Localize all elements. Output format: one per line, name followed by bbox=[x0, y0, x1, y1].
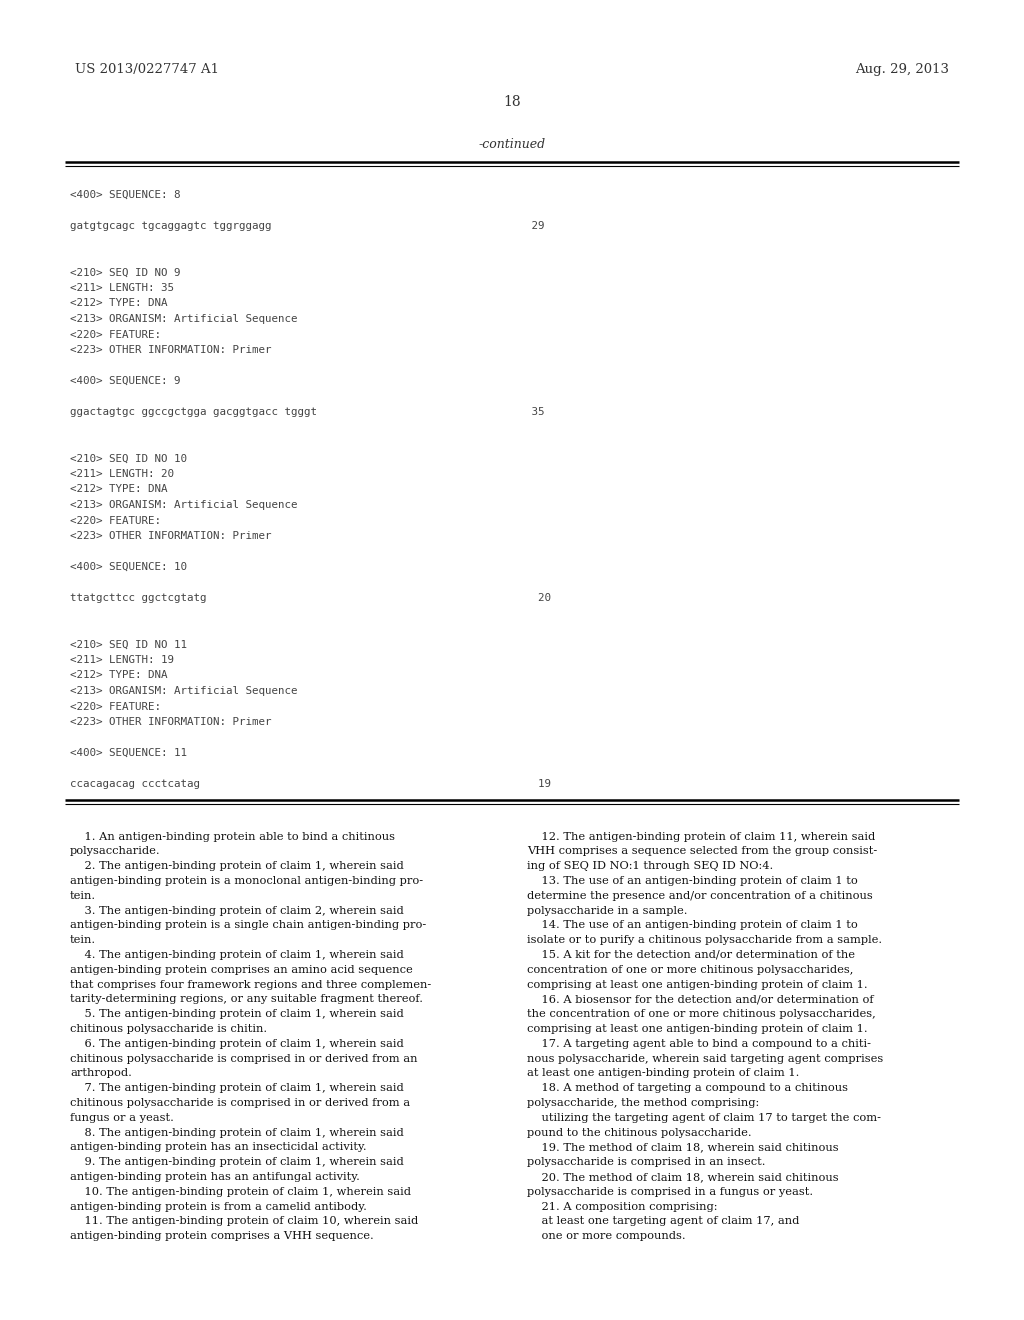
Text: 14. The use of an antigen-binding protein of claim 1 to: 14. The use of an antigen-binding protei… bbox=[527, 920, 858, 931]
Text: 13. The use of an antigen-binding protein of claim 1 to: 13. The use of an antigen-binding protei… bbox=[527, 876, 858, 886]
Text: tarity-determining regions, or any suitable fragment thereof.: tarity-determining regions, or any suita… bbox=[70, 994, 423, 1005]
Text: 10. The antigen-binding protein of claim 1, wherein said: 10. The antigen-binding protein of claim… bbox=[70, 1187, 411, 1197]
Text: 11. The antigen-binding protein of claim 10, wherein said: 11. The antigen-binding protein of claim… bbox=[70, 1216, 418, 1226]
Text: isolate or to purify a chitinous polysaccharide from a sample.: isolate or to purify a chitinous polysac… bbox=[527, 935, 882, 945]
Text: ing of SEQ ID NO:1 through SEQ ID NO:4.: ing of SEQ ID NO:1 through SEQ ID NO:4. bbox=[527, 861, 773, 871]
Text: utilizing the targeting agent of claim 17 to target the com-: utilizing the targeting agent of claim 1… bbox=[527, 1113, 881, 1123]
Text: <213> ORGANISM: Artificial Sequence: <213> ORGANISM: Artificial Sequence bbox=[70, 500, 298, 510]
Text: antigen-binding protein comprises an amino acid sequence: antigen-binding protein comprises an ami… bbox=[70, 965, 413, 974]
Text: 20. The method of claim 18, wherein said chitinous: 20. The method of claim 18, wherein said… bbox=[527, 1172, 839, 1181]
Text: 7. The antigen-binding protein of claim 1, wherein said: 7. The antigen-binding protein of claim … bbox=[70, 1084, 403, 1093]
Text: 6. The antigen-binding protein of claim 1, wherein said: 6. The antigen-binding protein of claim … bbox=[70, 1039, 403, 1048]
Text: <223> OTHER INFORMATION: Primer: <223> OTHER INFORMATION: Primer bbox=[70, 345, 271, 355]
Text: fungus or a yeast.: fungus or a yeast. bbox=[70, 1113, 174, 1123]
Text: the concentration of one or more chitinous polysaccharides,: the concentration of one or more chitino… bbox=[527, 1008, 876, 1019]
Text: polysaccharide, the method comprising:: polysaccharide, the method comprising: bbox=[527, 1098, 759, 1107]
Text: 1. An antigen-binding protein able to bind a chitinous: 1. An antigen-binding protein able to bi… bbox=[70, 832, 395, 842]
Text: chitinous polysaccharide is comprised in or derived from a: chitinous polysaccharide is comprised in… bbox=[70, 1098, 411, 1107]
Text: polysaccharide.: polysaccharide. bbox=[70, 846, 161, 857]
Text: 17. A targeting agent able to bind a compound to a chiti-: 17. A targeting agent able to bind a com… bbox=[527, 1039, 871, 1048]
Text: chitinous polysaccharide is comprised in or derived from an: chitinous polysaccharide is comprised in… bbox=[70, 1053, 418, 1064]
Text: <400> SEQUENCE: 10: <400> SEQUENCE: 10 bbox=[70, 562, 187, 572]
Text: ttatgcttcc ggctcgtatg                                                   20: ttatgcttcc ggctcgtatg 20 bbox=[70, 593, 551, 603]
Text: <213> ORGANISM: Artificial Sequence: <213> ORGANISM: Artificial Sequence bbox=[70, 686, 298, 696]
Text: <211> LENGTH: 35: <211> LENGTH: 35 bbox=[70, 282, 174, 293]
Text: 3. The antigen-binding protein of claim 2, wherein said: 3. The antigen-binding protein of claim … bbox=[70, 906, 403, 916]
Text: 16. A biosensor for the detection and/or determination of: 16. A biosensor for the detection and/or… bbox=[527, 994, 873, 1005]
Text: <400> SEQUENCE: 8: <400> SEQUENCE: 8 bbox=[70, 190, 180, 201]
Text: <212> TYPE: DNA: <212> TYPE: DNA bbox=[70, 484, 168, 495]
Text: <210> SEQ ID NO 11: <210> SEQ ID NO 11 bbox=[70, 639, 187, 649]
Text: VHH comprises a sequence selected from the group consist-: VHH comprises a sequence selected from t… bbox=[527, 846, 878, 857]
Text: <210> SEQ ID NO 10: <210> SEQ ID NO 10 bbox=[70, 454, 187, 463]
Text: -continued: -continued bbox=[478, 137, 546, 150]
Text: antigen-binding protein is from a camelid antibody.: antigen-binding protein is from a cameli… bbox=[70, 1201, 367, 1212]
Text: polysaccharide is comprised in a fungus or yeast.: polysaccharide is comprised in a fungus … bbox=[527, 1187, 813, 1197]
Text: comprising at least one antigen-binding protein of claim 1.: comprising at least one antigen-binding … bbox=[527, 1024, 867, 1034]
Text: <220> FEATURE:: <220> FEATURE: bbox=[70, 330, 161, 339]
Text: antigen-binding protein is a single chain antigen-binding pro-: antigen-binding protein is a single chai… bbox=[70, 920, 426, 931]
Text: 4. The antigen-binding protein of claim 1, wherein said: 4. The antigen-binding protein of claim … bbox=[70, 950, 403, 960]
Text: 19. The method of claim 18, wherein said chitinous: 19. The method of claim 18, wherein said… bbox=[527, 1142, 839, 1152]
Text: gatgtgcagc tgcaggagtc tggrggagg                                        29: gatgtgcagc tgcaggagtc tggrggagg 29 bbox=[70, 220, 545, 231]
Text: <212> TYPE: DNA: <212> TYPE: DNA bbox=[70, 671, 168, 681]
Text: 18. A method of targeting a compound to a chitinous: 18. A method of targeting a compound to … bbox=[527, 1084, 848, 1093]
Text: <223> OTHER INFORMATION: Primer: <223> OTHER INFORMATION: Primer bbox=[70, 717, 271, 727]
Text: antigen-binding protein has an insecticidal activity.: antigen-binding protein has an insectici… bbox=[70, 1142, 367, 1152]
Text: antigen-binding protein is a monoclonal antigen-binding pro-: antigen-binding protein is a monoclonal … bbox=[70, 876, 423, 886]
Text: polysaccharide in a sample.: polysaccharide in a sample. bbox=[527, 906, 687, 916]
Text: US 2013/0227747 A1: US 2013/0227747 A1 bbox=[75, 63, 219, 77]
Text: antigen-binding protein has an antifungal activity.: antigen-binding protein has an antifunga… bbox=[70, 1172, 359, 1181]
Text: ggactagtgc ggccgctgga gacggtgacc tgggt                                 35: ggactagtgc ggccgctgga gacggtgacc tgggt 3… bbox=[70, 407, 545, 417]
Text: <400> SEQUENCE: 11: <400> SEQUENCE: 11 bbox=[70, 748, 187, 758]
Text: <210> SEQ ID NO 9: <210> SEQ ID NO 9 bbox=[70, 268, 180, 277]
Text: <400> SEQUENCE: 9: <400> SEQUENCE: 9 bbox=[70, 376, 180, 385]
Text: <212> TYPE: DNA: <212> TYPE: DNA bbox=[70, 298, 168, 309]
Text: ccacagacag ccctcatag                                                    19: ccacagacag ccctcatag 19 bbox=[70, 779, 551, 789]
Text: polysaccharide is comprised in an insect.: polysaccharide is comprised in an insect… bbox=[527, 1158, 766, 1167]
Text: tein.: tein. bbox=[70, 891, 96, 900]
Text: <220> FEATURE:: <220> FEATURE: bbox=[70, 701, 161, 711]
Text: 12. The antigen-binding protein of claim 11, wherein said: 12. The antigen-binding protein of claim… bbox=[527, 832, 876, 842]
Text: pound to the chitinous polysaccharide.: pound to the chitinous polysaccharide. bbox=[527, 1127, 752, 1138]
Text: 21. A composition comprising:: 21. A composition comprising: bbox=[527, 1201, 718, 1212]
Text: <223> OTHER INFORMATION: Primer: <223> OTHER INFORMATION: Primer bbox=[70, 531, 271, 541]
Text: tein.: tein. bbox=[70, 935, 96, 945]
Text: at least one antigen-binding protein of claim 1.: at least one antigen-binding protein of … bbox=[527, 1068, 800, 1078]
Text: that comprises four framework regions and three complemen-: that comprises four framework regions an… bbox=[70, 979, 431, 990]
Text: concentration of one or more chitinous polysaccharides,: concentration of one or more chitinous p… bbox=[527, 965, 853, 974]
Text: nous polysaccharide, wherein said targeting agent comprises: nous polysaccharide, wherein said target… bbox=[527, 1053, 884, 1064]
Text: <213> ORGANISM: Artificial Sequence: <213> ORGANISM: Artificial Sequence bbox=[70, 314, 298, 323]
Text: antigen-binding protein comprises a VHH sequence.: antigen-binding protein comprises a VHH … bbox=[70, 1232, 374, 1241]
Text: at least one targeting agent of claim 17, and: at least one targeting agent of claim 17… bbox=[527, 1216, 800, 1226]
Text: <211> LENGTH: 20: <211> LENGTH: 20 bbox=[70, 469, 174, 479]
Text: chitinous polysaccharide is chitin.: chitinous polysaccharide is chitin. bbox=[70, 1024, 267, 1034]
Text: <211> LENGTH: 19: <211> LENGTH: 19 bbox=[70, 655, 174, 665]
Text: 8. The antigen-binding protein of claim 1, wherein said: 8. The antigen-binding protein of claim … bbox=[70, 1127, 403, 1138]
Text: Aug. 29, 2013: Aug. 29, 2013 bbox=[855, 63, 949, 77]
Text: <220> FEATURE:: <220> FEATURE: bbox=[70, 516, 161, 525]
Text: 15. A kit for the detection and/or determination of the: 15. A kit for the detection and/or deter… bbox=[527, 950, 855, 960]
Text: 5. The antigen-binding protein of claim 1, wherein said: 5. The antigen-binding protein of claim … bbox=[70, 1008, 403, 1019]
Text: determine the presence and/or concentration of a chitinous: determine the presence and/or concentrat… bbox=[527, 891, 872, 900]
Text: comprising at least one antigen-binding protein of claim 1.: comprising at least one antigen-binding … bbox=[527, 979, 867, 990]
Text: 9. The antigen-binding protein of claim 1, wherein said: 9. The antigen-binding protein of claim … bbox=[70, 1158, 403, 1167]
Text: 2. The antigen-binding protein of claim 1, wherein said: 2. The antigen-binding protein of claim … bbox=[70, 861, 403, 871]
Text: one or more compounds.: one or more compounds. bbox=[527, 1232, 686, 1241]
Text: 18: 18 bbox=[503, 95, 521, 110]
Text: arthropod.: arthropod. bbox=[70, 1068, 132, 1078]
